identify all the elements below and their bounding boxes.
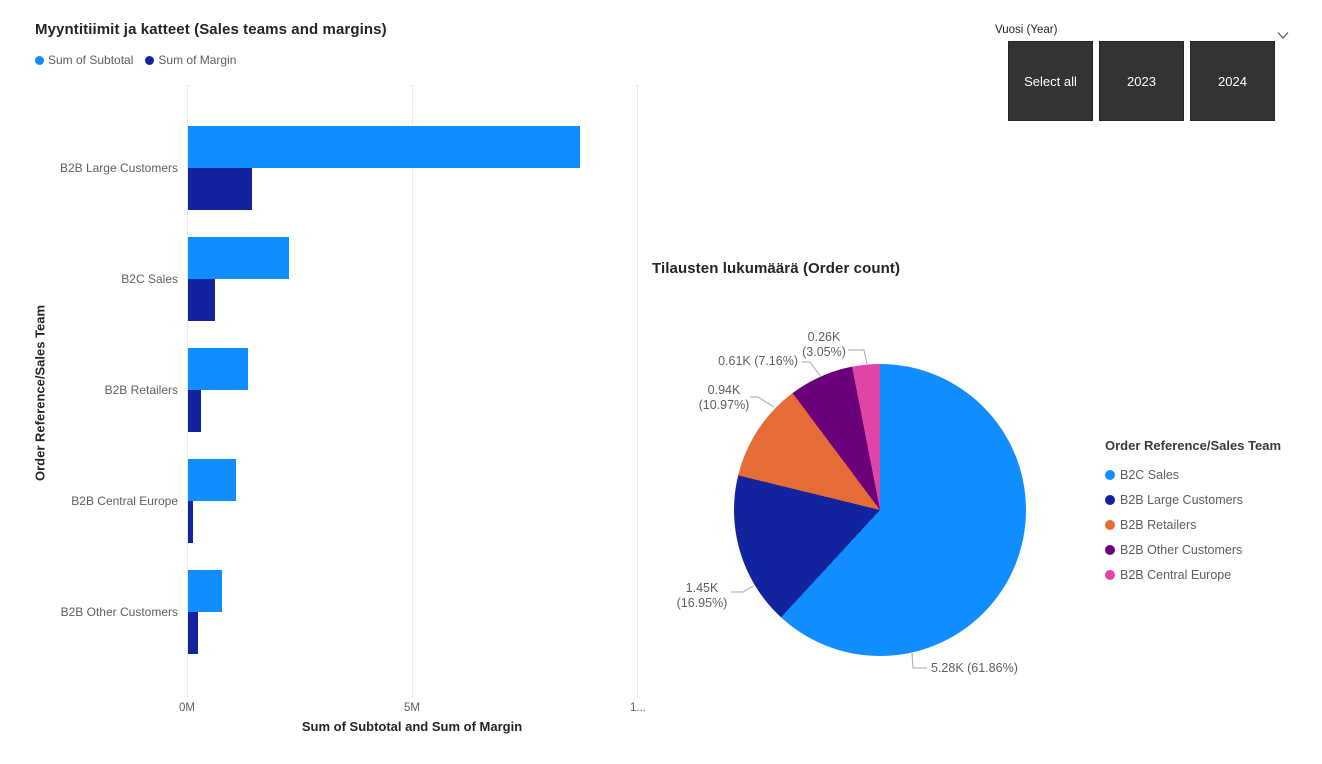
pie-label-value: 0.94K [707, 383, 741, 397]
slicer-header-label: Vuosi (Year) [995, 24, 1058, 36]
pie-chart-title: Tilausten lukumäärä (Order count) [652, 260, 901, 277]
legend-item-subtotal[interactable]: Sum of Subtotal [35, 53, 133, 67]
legend-label: B2B Large Customers [1120, 492, 1243, 507]
pie-label-pct: (10.97%) [698, 398, 750, 412]
pie-label-pct: (16.95%) [676, 596, 728, 610]
pie-label-b2b-other-customers: 0.61K (7.16%) [710, 354, 798, 369]
x-tick-10M-truncated: 1... [630, 702, 646, 714]
b2b-other-customers-legend-dot-icon [1105, 544, 1115, 555]
gridline-0M [187, 85, 188, 697]
subtotal-legend-dot-icon [35, 55, 44, 65]
bar-subtotal-b2b-large-customers[interactable] [188, 126, 580, 168]
category-label: B2C Sales [121, 272, 178, 286]
category-label: B2B Other Customers [60, 605, 178, 619]
bar-margin-b2c-sales[interactable] [188, 279, 215, 321]
pie-legend: Order Reference/Sales Team B2C Sales B2B… [1105, 438, 1281, 587]
legend-item-b2b-central-europe[interactable]: B2B Central Europe [1105, 562, 1281, 587]
legend-item-b2b-other-customers[interactable]: B2B Other Customers [1105, 537, 1281, 562]
pie-label-b2c-sales: 5.28K (61.86%) [931, 661, 1018, 676]
pie-label-pct: (3.05%) [802, 345, 846, 359]
pie-label-value: 0.26K [807, 330, 841, 344]
pie-label-b2b-central-europe: 0.26K (3.05%) [796, 330, 852, 360]
legend-label: B2B Other Customers [1120, 542, 1243, 557]
x-tick-5M: 5M [404, 702, 420, 714]
bar-subtotal-b2c-sales[interactable] [188, 237, 289, 279]
pie-legend-title: Order Reference/Sales Team [1105, 438, 1282, 453]
pie[interactable] [734, 364, 1026, 656]
legend-label-subtotal: Sum of Subtotal [48, 53, 134, 67]
pie-label-value: 1.45K [685, 581, 719, 595]
bar-chart-title: Myyntitiimit ja katteet (Sales teams and… [35, 21, 387, 38]
bar-x-axis-title: Sum of Subtotal and Sum of Margin [301, 719, 523, 734]
legend-label-margin: Sum of Margin [158, 53, 237, 67]
slicer-button-2024[interactable]: 2024 [1190, 41, 1275, 121]
bar-margin-b2b-other-customers[interactable] [188, 612, 198, 654]
pie-label-value: 0.61K (7.16%) [718, 354, 798, 368]
legend-label: B2C Sales [1120, 467, 1180, 482]
year-slicer: Select all 2023 2024 [1008, 41, 1275, 121]
gridline-5M [412, 85, 413, 697]
bar-chart-legend: Sum of Subtotal Sum of Margin [35, 53, 236, 67]
legend-item-margin[interactable]: Sum of Margin [145, 53, 236, 67]
pie-label-b2b-large-customers: 1.45K (16.95%) [676, 581, 728, 611]
b2b-large-customers-legend-dot-icon [1105, 494, 1115, 505]
bar-subtotal-b2b-central-europe[interactable] [188, 459, 236, 501]
slicer-button-2023[interactable]: 2023 [1099, 41, 1184, 121]
category-label: B2B Large Customers [59, 161, 178, 175]
legend-item-b2b-large-customers[interactable]: B2B Large Customers [1105, 487, 1281, 512]
bar-subtotal-b2b-retailers[interactable] [188, 348, 248, 390]
bar-margin-b2b-retailers[interactable] [188, 390, 201, 432]
bar-subtotal-b2b-other-customers[interactable] [188, 570, 222, 612]
b2b-retailers-legend-dot-icon [1105, 519, 1115, 530]
bar-margin-b2b-central-europe[interactable] [188, 501, 193, 543]
x-tick-0M: 0M [179, 702, 195, 714]
category-label: B2B Central Europe [71, 494, 178, 508]
pie-label-value: 5.28K (61.86%) [931, 661, 1018, 675]
category-label: B2B Retailers [104, 383, 178, 397]
pie-label-b2b-retailers: 0.94K (10.97%) [698, 383, 750, 413]
chevron-down-icon[interactable] [1276, 27, 1290, 39]
margin-legend-dot-icon [145, 55, 155, 65]
b2b-central-europe-legend-dot-icon [1105, 569, 1115, 580]
legend-label: B2B Retailers [1120, 517, 1197, 532]
bar-margin-b2b-large-customers[interactable] [188, 168, 252, 210]
gridline-10M [637, 85, 638, 697]
b2c-sales-legend-dot-icon [1105, 469, 1115, 480]
legend-label: B2B Central Europe [1120, 567, 1232, 582]
legend-item-b2c-sales[interactable]: B2C Sales [1105, 462, 1281, 487]
slicer-button-select-all[interactable]: Select all [1008, 41, 1093, 121]
legend-item-b2b-retailers[interactable]: B2B Retailers [1105, 512, 1281, 537]
